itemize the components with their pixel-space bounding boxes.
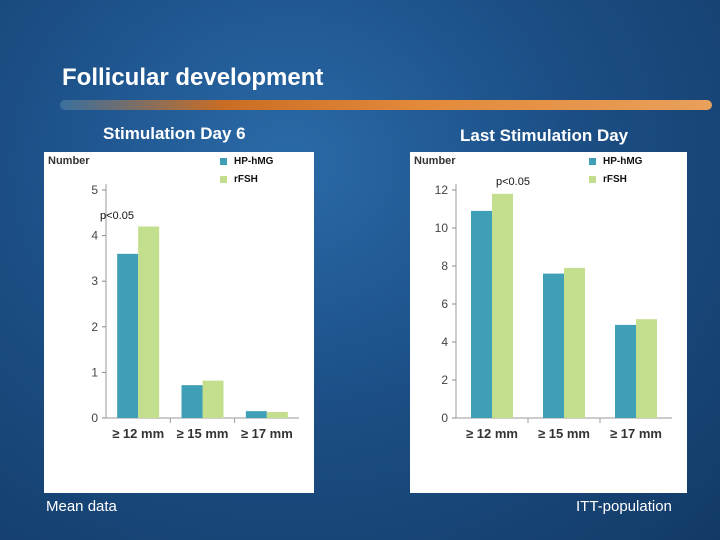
y-tick-label: 3	[91, 274, 98, 288]
y-tick-label: 4	[91, 229, 98, 243]
legend-label-rfsh: rFSH	[234, 174, 258, 185]
x-tick-label: ≥ 12 mm	[112, 426, 164, 441]
chart-right: Number 0 2 4 6 8 10 12 ≥ 12 mm ≥ 15 mm ≥ 17 mm	[414, 155, 672, 441]
slide-title: Follicular development	[62, 64, 324, 91]
y-tick-label: 0	[441, 411, 448, 425]
y-axis-label: Number	[414, 155, 456, 167]
bar-rfsh	[138, 226, 160, 418]
y-tick-label: 8	[441, 259, 448, 273]
x-tick-label: ≥ 15 mm	[538, 426, 590, 441]
x-tick-label: ≥ 17 mm	[241, 426, 293, 441]
y-tick-label: 1	[91, 365, 98, 379]
x-tick-label: ≥ 15 mm	[177, 426, 229, 441]
bar-hp-hmg	[245, 411, 267, 418]
y-tick-label: 0	[91, 411, 98, 425]
legend-swatch-rfsh	[589, 176, 596, 183]
bar-hp-hmg	[181, 385, 203, 418]
bar-rfsh	[636, 319, 657, 418]
legend-swatch-rfsh	[220, 176, 227, 183]
bar-rfsh	[492, 193, 513, 418]
bar-hp-hmg	[615, 324, 636, 418]
chart-title-right: Last Stimulation Day	[460, 126, 629, 145]
bar-hp-hmg	[471, 210, 492, 418]
chart-left: Number 0 1 2 3 4 5 ≥ 12 mm ≥ 15 mm ≥ 17 mm	[48, 155, 299, 441]
chart-panel-left: Number 0 1 2 3 4 5 ≥ 12 mm ≥ 15 mm ≥ 17 mm HP-hMG…	[44, 152, 314, 493]
y-tick-label: 12	[435, 183, 449, 197]
x-tick-label: ≥ 12 mm	[466, 426, 518, 441]
y-axis-label: Number	[48, 155, 90, 167]
y-tick-label: 4	[441, 335, 448, 349]
legend-label-rfsh: rFSH	[603, 174, 627, 185]
footnote-mean-data: Mean data	[46, 498, 117, 515]
y-tick-label: 5	[91, 183, 98, 197]
y-tick-label: 6	[441, 297, 448, 311]
y-tick-label: 2	[91, 320, 98, 334]
legend-swatch-hp-hmg	[589, 158, 596, 165]
y-tick-label: 2	[441, 373, 448, 387]
legend-label-hp-hmg: HP-hMG	[603, 156, 643, 167]
legend-swatch-hp-hmg	[220, 158, 227, 165]
legend-label-hp-hmg: HP-hMG	[234, 156, 274, 167]
title-divider	[60, 100, 712, 110]
x-tick-label: ≥ 17 mm	[610, 426, 662, 441]
chart-panel-right: Number 0 2 4 6 8 10 12 ≥ 12 mm ≥ 15 mm ≥ 17 mm HP-…	[410, 152, 687, 493]
p-value-annotation: p<0.05	[100, 210, 134, 222]
bar-rfsh	[564, 267, 585, 418]
bar-hp-hmg	[117, 253, 139, 418]
footnote-itt-population: ITT-population	[576, 498, 672, 515]
p-value-annotation: p<0.05	[496, 176, 530, 188]
bar-rfsh	[202, 380, 224, 418]
chart-title-left: Stimulation Day 6	[103, 124, 246, 143]
bar-hp-hmg	[543, 273, 564, 418]
bar-rfsh	[266, 412, 288, 418]
y-tick-label: 10	[435, 221, 449, 235]
